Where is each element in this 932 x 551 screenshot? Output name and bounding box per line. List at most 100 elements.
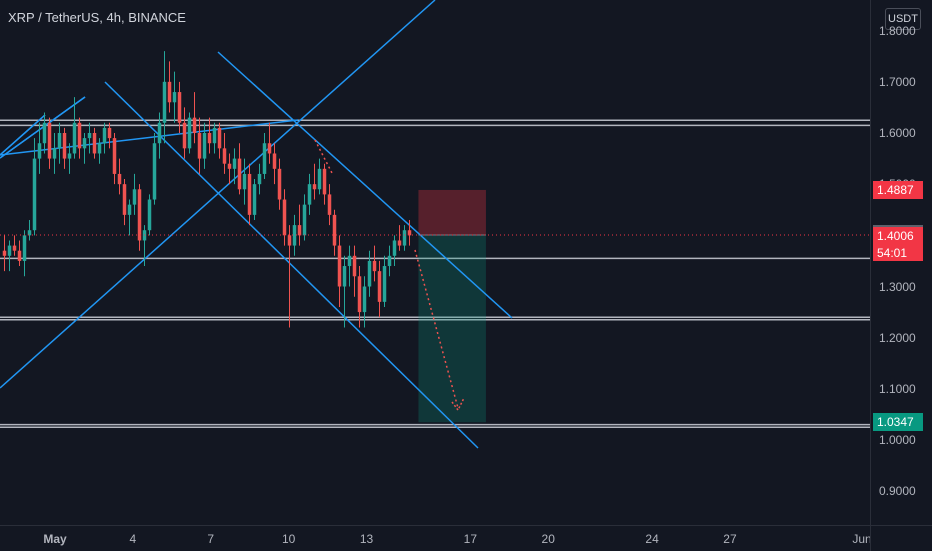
candle-body <box>132 189 137 205</box>
candle-body <box>182 122 187 149</box>
candle-body <box>357 276 362 313</box>
projection-path <box>414 249 459 409</box>
candle-body <box>282 199 287 236</box>
time-tick-label: Jun <box>852 532 872 546</box>
candle-body <box>12 245 17 251</box>
candle-body <box>397 240 402 246</box>
candle-body <box>72 122 77 154</box>
candle-body <box>32 158 37 231</box>
candle-body <box>312 184 317 190</box>
candle-body <box>237 158 242 190</box>
candle-body <box>62 133 67 159</box>
candle-body <box>127 204 132 215</box>
candle-body <box>347 255 352 267</box>
price-tick-label: 1.0000 <box>879 433 916 448</box>
candle-body <box>192 117 197 133</box>
candle-body <box>302 204 307 236</box>
candle-body <box>17 250 22 261</box>
price-tick-label: 0.9000 <box>879 484 916 499</box>
time-axis[interactable]: May 4 7 10 13 17 20 24 27 Jun <box>0 525 872 551</box>
candle-body <box>67 153 72 159</box>
candle-body <box>332 214 337 246</box>
candle-body <box>167 81 172 103</box>
candle-body <box>107 127 112 139</box>
candle-body <box>137 189 142 241</box>
candle-body <box>377 271 382 302</box>
time-tick-label: 27 <box>723 532 737 546</box>
candle-body <box>337 245 342 287</box>
price-tick-label: 1.2000 <box>879 330 916 345</box>
candle-body <box>252 184 257 215</box>
candle-body <box>317 168 322 190</box>
candle-body <box>202 133 207 159</box>
time-tick-label: 4 <box>129 532 137 546</box>
bar-countdown-label: 54:01 <box>873 245 923 262</box>
candle-body <box>112 138 117 174</box>
symbol-title[interactable]: XRP / TetherUS, 4h, BINANCE <box>8 10 186 25</box>
candle-body <box>232 158 237 169</box>
time-tick-label: 20 <box>541 532 555 546</box>
projection-path <box>314 139 334 176</box>
candle-body <box>212 127 217 144</box>
take-profit-price-label: 1.0347 <box>873 413 923 432</box>
candle-body <box>217 127 222 149</box>
candle-body <box>222 148 227 164</box>
candle-body <box>52 148 57 159</box>
candle-body <box>367 260 372 287</box>
candle-body <box>272 153 277 169</box>
candle-body <box>102 127 107 144</box>
price-tick-label: 1.7000 <box>879 74 916 89</box>
candle-body <box>257 173 262 185</box>
price-tick-label: 1.1000 <box>879 381 916 396</box>
candle-body <box>387 255 392 267</box>
candle-body <box>22 235 27 261</box>
candle-body <box>287 235 292 246</box>
candle-body <box>42 122 47 144</box>
price-axis[interactable]: USDT 1.80001.70001.60001.50001.40001.300… <box>870 0 932 525</box>
trendline <box>104 81 479 449</box>
candle-body <box>77 122 82 149</box>
candle-body <box>227 163 232 169</box>
candle-body <box>92 133 97 154</box>
candle-body <box>157 122 162 144</box>
trendline <box>0 0 436 389</box>
chart-pane[interactable]: XRP / TetherUS, 4h, BINANCE <box>0 0 870 525</box>
candle-body <box>97 143 102 154</box>
price-tick-label: 1.3000 <box>879 279 916 294</box>
axis-corner <box>870 525 932 551</box>
trendline <box>0 96 86 159</box>
candle-body <box>187 117 192 149</box>
candle-body <box>7 245 12 256</box>
candle-body <box>402 230 407 246</box>
stop-loss-price-label: 1.4887 <box>873 180 923 199</box>
candle-body <box>292 225 297 246</box>
stop-loss-zone <box>418 189 486 236</box>
candle-body <box>372 260 377 272</box>
candle-body <box>267 143 272 154</box>
time-tick-label: 24 <box>645 532 659 546</box>
candle-body <box>207 133 212 144</box>
time-tick-label: 10 <box>281 532 296 546</box>
candle-body <box>2 250 7 256</box>
candle-body <box>122 184 127 215</box>
time-tick-label: 13 <box>359 532 374 546</box>
time-tick-label: 17 <box>463 532 478 546</box>
candle-body <box>177 92 182 123</box>
candle-body <box>342 266 347 287</box>
price-tick-label: 1.6000 <box>879 126 916 140</box>
chart-canvas[interactable] <box>0 0 870 525</box>
candle-body <box>172 92 177 103</box>
candle-body <box>162 81 167 123</box>
price-tick-label: 1.8000 <box>879 23 916 38</box>
candle-body <box>352 255 357 277</box>
time-tick-label: 7 <box>207 532 215 546</box>
candle-body <box>307 184 312 205</box>
trendline <box>0 114 46 156</box>
candle-body <box>297 225 302 236</box>
candle-body <box>87 133 92 139</box>
candle-body <box>152 143 157 200</box>
candle-body <box>47 122 52 159</box>
trendline <box>217 51 513 319</box>
candle-body <box>82 138 87 149</box>
currency-selector[interactable]: USDT <box>885 8 921 30</box>
